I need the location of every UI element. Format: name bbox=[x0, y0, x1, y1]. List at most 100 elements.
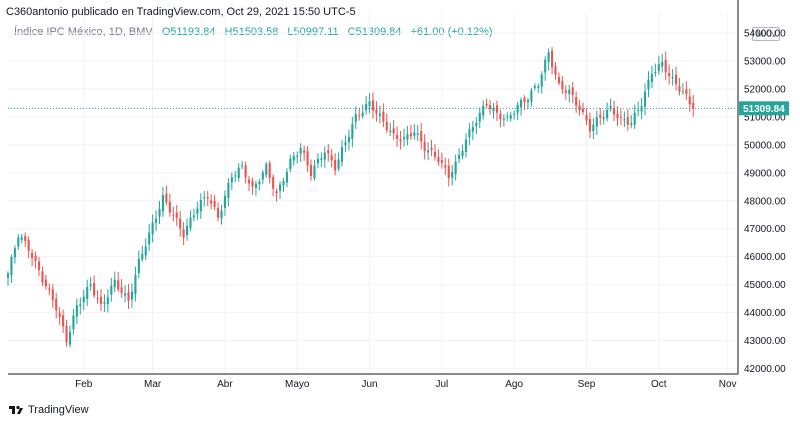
candle-body bbox=[292, 156, 295, 161]
candle-body bbox=[385, 121, 388, 131]
y-tick-label: 53000.00 bbox=[744, 57, 786, 68]
candle-body bbox=[537, 86, 540, 88]
currency-badge[interactable]: MXN bbox=[752, 27, 780, 41]
x-tick-label: Oct bbox=[651, 379, 667, 390]
candle-body bbox=[420, 131, 423, 142]
change-value: +61.00 (+0.12%) bbox=[410, 26, 493, 38]
candle-body bbox=[475, 122, 478, 127]
candle-body bbox=[540, 74, 543, 87]
y-tick-label: 51000.00 bbox=[744, 112, 786, 123]
y-tick-label: 43000.00 bbox=[744, 336, 786, 347]
candle-body bbox=[65, 325, 68, 343]
y-tick-label: 42000.00 bbox=[744, 364, 786, 375]
candle-body bbox=[533, 86, 536, 88]
candle-body bbox=[674, 74, 678, 85]
candle-body bbox=[547, 52, 550, 63]
footer-brand[interactable]: TradingView bbox=[8, 404, 89, 416]
candle-body bbox=[161, 195, 165, 212]
candle-body bbox=[196, 208, 199, 214]
candle-body bbox=[86, 286, 89, 299]
low-value: L50997.11 bbox=[287, 26, 339, 38]
candle-body bbox=[581, 108, 585, 113]
candle-body bbox=[182, 229, 185, 238]
candle-body bbox=[96, 297, 99, 299]
candle-body bbox=[678, 86, 681, 92]
open-value: O51193.84 bbox=[161, 26, 216, 38]
candle-body bbox=[478, 112, 481, 122]
x-tick-label: Mayo bbox=[285, 379, 310, 390]
candle-body bbox=[458, 154, 461, 160]
candle-body bbox=[103, 302, 106, 304]
x-tick-label: Mar bbox=[144, 379, 162, 390]
candle-body bbox=[454, 161, 457, 175]
last-price-box bbox=[739, 101, 789, 116]
candle-body bbox=[130, 291, 134, 300]
candle-body bbox=[275, 191, 278, 194]
candle-body bbox=[544, 59, 547, 73]
candle-body bbox=[141, 254, 144, 260]
candle-body bbox=[203, 197, 206, 199]
candle-body bbox=[120, 287, 123, 294]
candle-body bbox=[51, 289, 54, 301]
candle-body bbox=[313, 165, 316, 179]
candle-body bbox=[630, 123, 633, 125]
candle-body bbox=[406, 134, 409, 140]
candle-body bbox=[189, 217, 192, 228]
candle-body bbox=[285, 171, 288, 183]
candle-body bbox=[330, 155, 333, 161]
y-tick-label: 46000.00 bbox=[744, 252, 786, 263]
brand-name: TradingView bbox=[28, 404, 89, 416]
candle-body bbox=[361, 112, 364, 117]
candle-body bbox=[688, 96, 691, 105]
candle-body bbox=[413, 132, 416, 136]
candle-body bbox=[681, 91, 684, 93]
candle-body bbox=[6, 273, 10, 278]
candle-body bbox=[99, 296, 103, 304]
candle-body bbox=[585, 114, 588, 121]
candle-body bbox=[502, 118, 505, 120]
candle-body bbox=[471, 126, 474, 132]
candle-body bbox=[616, 113, 619, 119]
candle-body bbox=[568, 89, 571, 95]
candle-body bbox=[416, 133, 419, 135]
candle-body bbox=[55, 298, 58, 311]
candle-body bbox=[296, 155, 299, 157]
candle-body bbox=[168, 201, 171, 213]
candle-body bbox=[82, 296, 85, 303]
candle-body bbox=[117, 280, 120, 290]
candle-body bbox=[358, 115, 361, 117]
candle-body bbox=[31, 252, 34, 259]
candle-body bbox=[27, 240, 30, 251]
candle-body bbox=[258, 181, 261, 185]
candle-body bbox=[626, 117, 629, 125]
candle-body bbox=[34, 255, 37, 261]
y-tick-label: 44000.00 bbox=[744, 308, 786, 319]
candle-body bbox=[254, 183, 257, 188]
candle-body bbox=[392, 128, 395, 134]
chart-legend: Índice IPC México, 1D, BMV O51193.84 H51… bbox=[14, 26, 493, 38]
candle-body bbox=[234, 175, 237, 177]
candle-body bbox=[127, 292, 130, 301]
candle-body bbox=[241, 165, 244, 167]
close-value: C51309.84 bbox=[347, 26, 402, 38]
candle-body bbox=[554, 66, 557, 75]
candle-body bbox=[10, 257, 13, 276]
candle-body bbox=[247, 179, 251, 184]
candle-body bbox=[595, 117, 598, 127]
candle-body bbox=[75, 305, 78, 317]
last-price-label: 51309.84 bbox=[743, 104, 785, 115]
candle-body bbox=[220, 210, 223, 219]
candle-body bbox=[337, 159, 340, 169]
candle-body bbox=[185, 225, 189, 236]
candle-body bbox=[685, 89, 688, 95]
candle-body bbox=[578, 105, 581, 111]
candle-body bbox=[530, 90, 533, 102]
candle-body bbox=[513, 113, 516, 115]
y-tick-label: 45000.00 bbox=[744, 280, 786, 291]
candle-body bbox=[320, 158, 323, 160]
candle-body bbox=[213, 200, 216, 207]
candle-body bbox=[468, 129, 471, 138]
y-tick-label: 47000.00 bbox=[744, 224, 786, 235]
candle-body bbox=[623, 119, 626, 121]
